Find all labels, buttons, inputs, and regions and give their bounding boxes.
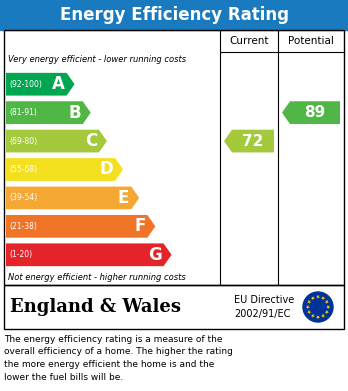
Text: EU Directive
2002/91/EC: EU Directive 2002/91/EC (234, 295, 294, 319)
Text: Not energy efficient - higher running costs: Not energy efficient - higher running co… (8, 273, 186, 282)
Text: (55-68): (55-68) (9, 165, 37, 174)
Text: Current: Current (229, 36, 269, 46)
Text: Energy Efficiency Rating: Energy Efficiency Rating (60, 6, 288, 24)
Text: G: G (148, 246, 161, 264)
Polygon shape (326, 305, 330, 309)
Polygon shape (316, 316, 320, 319)
Text: (81-91): (81-91) (9, 108, 37, 117)
Polygon shape (316, 295, 320, 299)
Circle shape (303, 292, 333, 322)
Polygon shape (325, 300, 329, 304)
Text: (69-80): (69-80) (9, 136, 37, 145)
Text: F: F (134, 217, 145, 235)
Text: Very energy efficient - lower running costs: Very energy efficient - lower running co… (8, 56, 186, 65)
Text: E: E (118, 189, 129, 207)
Polygon shape (6, 73, 74, 95)
Text: Potential: Potential (288, 36, 334, 46)
Text: (39-54): (39-54) (9, 194, 37, 203)
Text: D: D (99, 160, 113, 179)
Text: (21-38): (21-38) (9, 222, 37, 231)
Polygon shape (6, 187, 139, 209)
Bar (4, 285, 344, 329)
Polygon shape (311, 296, 315, 300)
Text: C: C (85, 132, 97, 150)
Text: B: B (68, 104, 81, 122)
Polygon shape (6, 215, 155, 238)
Polygon shape (307, 310, 311, 314)
Polygon shape (321, 314, 325, 318)
Text: 89: 89 (304, 105, 326, 120)
Text: England & Wales: England & Wales (10, 298, 181, 316)
Text: The energy efficiency rating is a measure of the
overall efficiency of a home. T: The energy efficiency rating is a measur… (4, 335, 233, 382)
Polygon shape (224, 130, 274, 152)
Bar (4, 30, 344, 285)
Bar (0, 0, 348, 30)
Polygon shape (325, 310, 329, 314)
Text: 72: 72 (242, 134, 264, 149)
Polygon shape (306, 305, 310, 309)
Text: (1-20): (1-20) (9, 250, 32, 259)
Polygon shape (311, 314, 315, 318)
Polygon shape (6, 101, 91, 124)
Polygon shape (307, 300, 311, 304)
Polygon shape (6, 244, 172, 266)
Polygon shape (6, 130, 107, 152)
Text: (92-100): (92-100) (9, 80, 42, 89)
Text: A: A (52, 75, 65, 93)
Polygon shape (6, 158, 123, 181)
Polygon shape (282, 101, 340, 124)
Polygon shape (321, 296, 325, 300)
